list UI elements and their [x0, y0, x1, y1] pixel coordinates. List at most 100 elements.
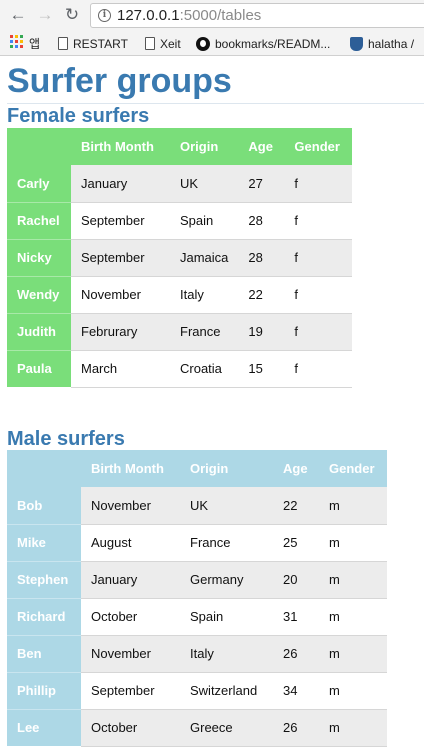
- table-row: Stephen January Germany 20 m: [7, 561, 387, 599]
- reload-icon[interactable]: ↻: [64, 5, 80, 24]
- page-icon: [58, 37, 68, 51]
- cell-birth-month: September: [81, 672, 180, 710]
- cell-origin: UK: [180, 487, 273, 525]
- table-row: Paula March Croatia 15 f: [7, 350, 353, 388]
- github-icon: [196, 36, 210, 51]
- header-birth-month: Birth Month: [71, 128, 170, 165]
- cell-gender: m: [319, 561, 387, 599]
- cell-name: Paula: [7, 350, 71, 388]
- cell-origin: Jamaica: [170, 239, 239, 277]
- cell-name: Mike: [7, 524, 81, 562]
- cell-origin: Spain: [180, 598, 273, 636]
- bookmark-xeit[interactable]: Xeit: [145, 35, 181, 53]
- cell-name: Stephen: [7, 561, 81, 599]
- apps-icon[interactable]: [10, 35, 24, 49]
- cell-name: Ben: [7, 635, 81, 673]
- page-title: Surfer groups: [7, 62, 232, 100]
- cell-birth-month: October: [81, 709, 180, 747]
- cell-birth-month: Februrary: [71, 313, 170, 351]
- cell-name: Nicky: [7, 239, 71, 277]
- cell-name: Wendy: [7, 276, 71, 314]
- cell-gender: f: [284, 165, 353, 203]
- cell-gender: m: [319, 709, 387, 747]
- cell-gender: m: [319, 635, 387, 673]
- header-name: [7, 128, 71, 165]
- cell-gender: f: [284, 239, 353, 277]
- cell-origin: Croatia: [170, 350, 239, 388]
- header-origin: Origin: [180, 450, 273, 487]
- table-row: Richard October Spain 31 m: [7, 598, 387, 636]
- cell-age: 34: [273, 672, 319, 710]
- cell-name: Bob: [7, 487, 81, 525]
- shield-icon: [350, 36, 363, 51]
- table-row: Carly January UK 27 f: [7, 165, 353, 203]
- cell-gender: f: [284, 350, 353, 388]
- header-gender: Gender: [284, 128, 353, 165]
- cell-gender: f: [284, 313, 353, 351]
- cell-origin: Germany: [180, 561, 273, 599]
- header-origin: Origin: [170, 128, 239, 165]
- cell-gender: f: [284, 276, 353, 314]
- cell-origin: France: [180, 524, 273, 562]
- cell-gender: m: [319, 487, 387, 525]
- cell-birth-month: January: [81, 561, 180, 599]
- cell-age: 15: [238, 350, 285, 388]
- bookmark-github-readme[interactable]: bookmarks/READM...: [196, 35, 330, 53]
- url-text[interactable]: 127.0.0.1:5000/tables: [117, 7, 262, 24]
- table-row: Bob November UK 22 m: [7, 487, 387, 525]
- forward-arrow-icon[interactable]: →: [36, 5, 54, 24]
- cell-age: 27: [238, 165, 285, 203]
- cell-birth-month: August: [81, 524, 180, 562]
- title-divider: [7, 103, 424, 104]
- bookmark-restart[interactable]: RESTART: [58, 35, 128, 53]
- cell-age: 26: [273, 635, 319, 673]
- page-content: Surfer groups Female surfers Birth Month…: [0, 57, 424, 752]
- cell-birth-month: September: [71, 239, 170, 277]
- cell-origin: France: [170, 313, 239, 351]
- cell-age: 20: [273, 561, 319, 599]
- back-arrow-icon[interactable]: ←: [9, 5, 27, 24]
- cell-name: Rachel: [7, 202, 71, 240]
- header-gender: Gender: [319, 450, 387, 487]
- cell-age: 22: [238, 276, 285, 314]
- table-row: Ben November Italy 26 m: [7, 635, 387, 673]
- bookmark-halatha[interactable]: halatha /: [350, 35, 414, 53]
- header-age: Age: [238, 128, 285, 165]
- address-bar[interactable]: i 127.0.0.1:5000/tables: [90, 3, 424, 28]
- cell-age: 28: [238, 239, 285, 277]
- female-heading: Female surfers: [7, 105, 150, 127]
- cell-gender: m: [319, 672, 387, 710]
- header-birth-month: Birth Month: [81, 450, 180, 487]
- cell-origin: Switzerland: [180, 672, 273, 710]
- cell-origin: Italy: [180, 635, 273, 673]
- cell-gender: f: [284, 202, 353, 240]
- cell-name: Lee: [7, 709, 81, 747]
- page-icon: [145, 37, 155, 51]
- cell-origin: Italy: [170, 276, 239, 314]
- cell-birth-month: September: [71, 202, 170, 240]
- cell-origin: Spain: [170, 202, 239, 240]
- male-surfers-table: Birth Month Origin Age Gender Bob Novembe…: [7, 450, 387, 747]
- table-row: Judith Februrary France 19 f: [7, 313, 353, 351]
- cell-age: 22: [273, 487, 319, 525]
- cell-name: Judith: [7, 313, 71, 351]
- cell-age: 26: [273, 709, 319, 747]
- cell-birth-month: November: [81, 635, 180, 673]
- cell-birth-month: October: [81, 598, 180, 636]
- info-icon[interactable]: i: [98, 9, 111, 22]
- table-row: Lee October Greece 26 m: [7, 709, 387, 747]
- cell-name: Richard: [7, 598, 81, 636]
- table-header-row: Birth Month Origin Age Gender: [7, 128, 353, 165]
- cell-age: 19: [238, 313, 285, 351]
- bookmark-apps[interactable]: 앱: [29, 37, 41, 51]
- female-surfers-table: Birth Month Origin Age Gender Carly Janua…: [7, 128, 353, 388]
- cell-origin: Greece: [180, 709, 273, 747]
- cell-gender: m: [319, 598, 387, 636]
- browser-toolbar: ← → ↻ i 127.0.0.1:5000/tables: [0, 0, 424, 31]
- header-age: Age: [273, 450, 319, 487]
- header-name: [7, 450, 81, 487]
- table-row: Phillip September Switzerland 34 m: [7, 672, 387, 710]
- cell-age: 28: [238, 202, 285, 240]
- cell-birth-month: March: [71, 350, 170, 388]
- cell-birth-month: November: [81, 487, 180, 525]
